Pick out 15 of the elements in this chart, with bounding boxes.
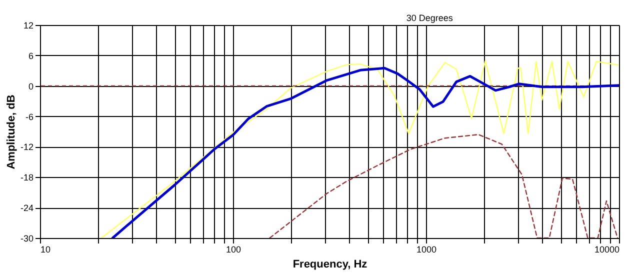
y-tick-label: 6 [28, 50, 34, 61]
y-tick-label: 12 [23, 20, 34, 30]
y-tick-label: -24 [20, 203, 34, 214]
y-axis-title: Amplitude, dB [5, 94, 18, 170]
y-tick-label: -12 [20, 142, 34, 152]
x-tick-label: 100 [226, 244, 242, 254]
x-tick-label: 10000 [594, 244, 620, 254]
y-tick-label: -18 [20, 172, 34, 183]
x-tick-label: 10 [40, 244, 51, 254]
x-axis-title: Frequency, Hz [292, 258, 368, 270]
y-tick-label: 0 [28, 81, 34, 92]
y-tick-label: -30 [20, 234, 34, 244]
text: 30 Degrees [406, 13, 454, 23]
x-tick-label: 1000 [416, 244, 437, 254]
y-tick-label: -6 [25, 112, 34, 122]
